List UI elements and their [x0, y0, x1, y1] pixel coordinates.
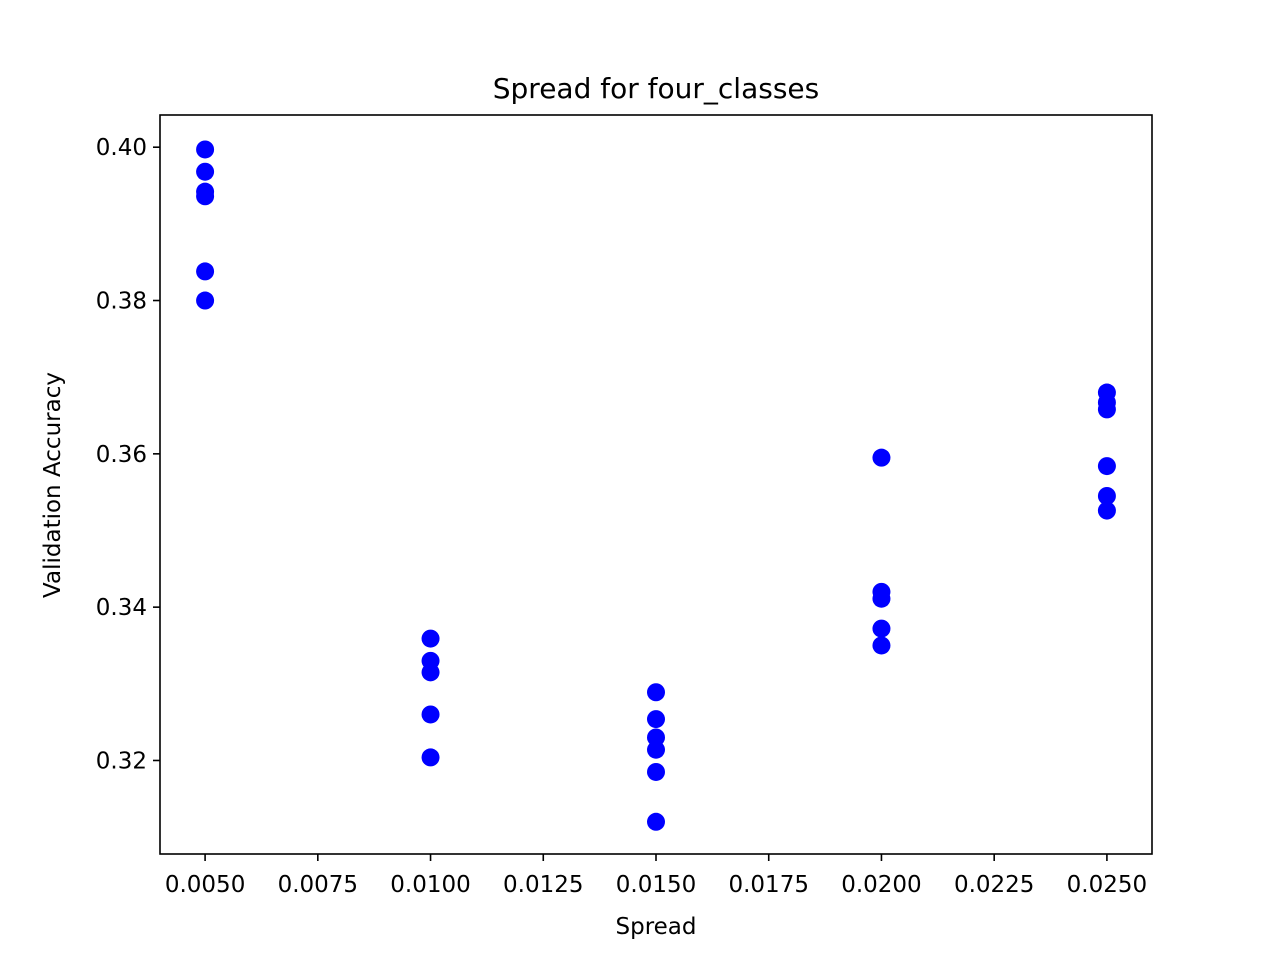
scatter-point [647, 762, 665, 781]
x-tick-label: 0.0050 [165, 872, 245, 898]
x-tick-label: 0.0200 [841, 872, 921, 898]
x-tick-label: 0.0225 [954, 872, 1034, 898]
scatter-point [421, 705, 440, 724]
scatter-point [647, 812, 665, 831]
chart-title: Spread for four_classes [493, 72, 819, 105]
scatter-point [196, 262, 215, 281]
x-tick-label: 0.0150 [616, 872, 696, 898]
scatter-point [421, 748, 440, 767]
scatter-point [647, 740, 665, 759]
scatter-point [196, 162, 215, 181]
scatter-point [647, 683, 665, 702]
y-tick-label: 0.38 [96, 289, 147, 315]
x-tick-label: 0.0075 [278, 872, 358, 898]
y-tick-label: 0.40 [96, 135, 147, 161]
x-tick-label: 0.0250 [1067, 872, 1147, 898]
scatter-point [421, 663, 440, 682]
y-tick-label: 0.34 [96, 595, 147, 621]
scatter-point [647, 710, 665, 729]
scatter-point [872, 636, 891, 655]
scatter-point [1097, 400, 1116, 419]
points-layer [196, 140, 1116, 831]
ticks-layer: 0.0050 0.0075 0.0100 0.0125 0.0150 0.0175 0.02… [96, 135, 1147, 898]
y-tick-label: 0.36 [96, 442, 147, 468]
scatter-point [196, 140, 215, 159]
scatter-point [196, 291, 215, 310]
scatter-point [196, 187, 215, 206]
y-axis-title: Validation Accuracy [40, 372, 66, 598]
x-tick-label: 0.0175 [728, 872, 808, 898]
y-tick-label: 0.32 [96, 748, 147, 774]
scatter-point [421, 629, 440, 648]
scatter-point [872, 619, 891, 638]
scatter-point [1097, 486, 1116, 505]
scatter-point [1097, 457, 1116, 476]
plot-frame [159, 114, 1153, 855]
x-tick-label: 0.0125 [503, 872, 583, 898]
x-axis-title: Spread [616, 914, 697, 940]
scatter-point [872, 448, 891, 467]
x-tick-label: 0.0100 [390, 872, 470, 898]
scatter-point [1097, 501, 1116, 520]
scatter-point [872, 589, 891, 608]
